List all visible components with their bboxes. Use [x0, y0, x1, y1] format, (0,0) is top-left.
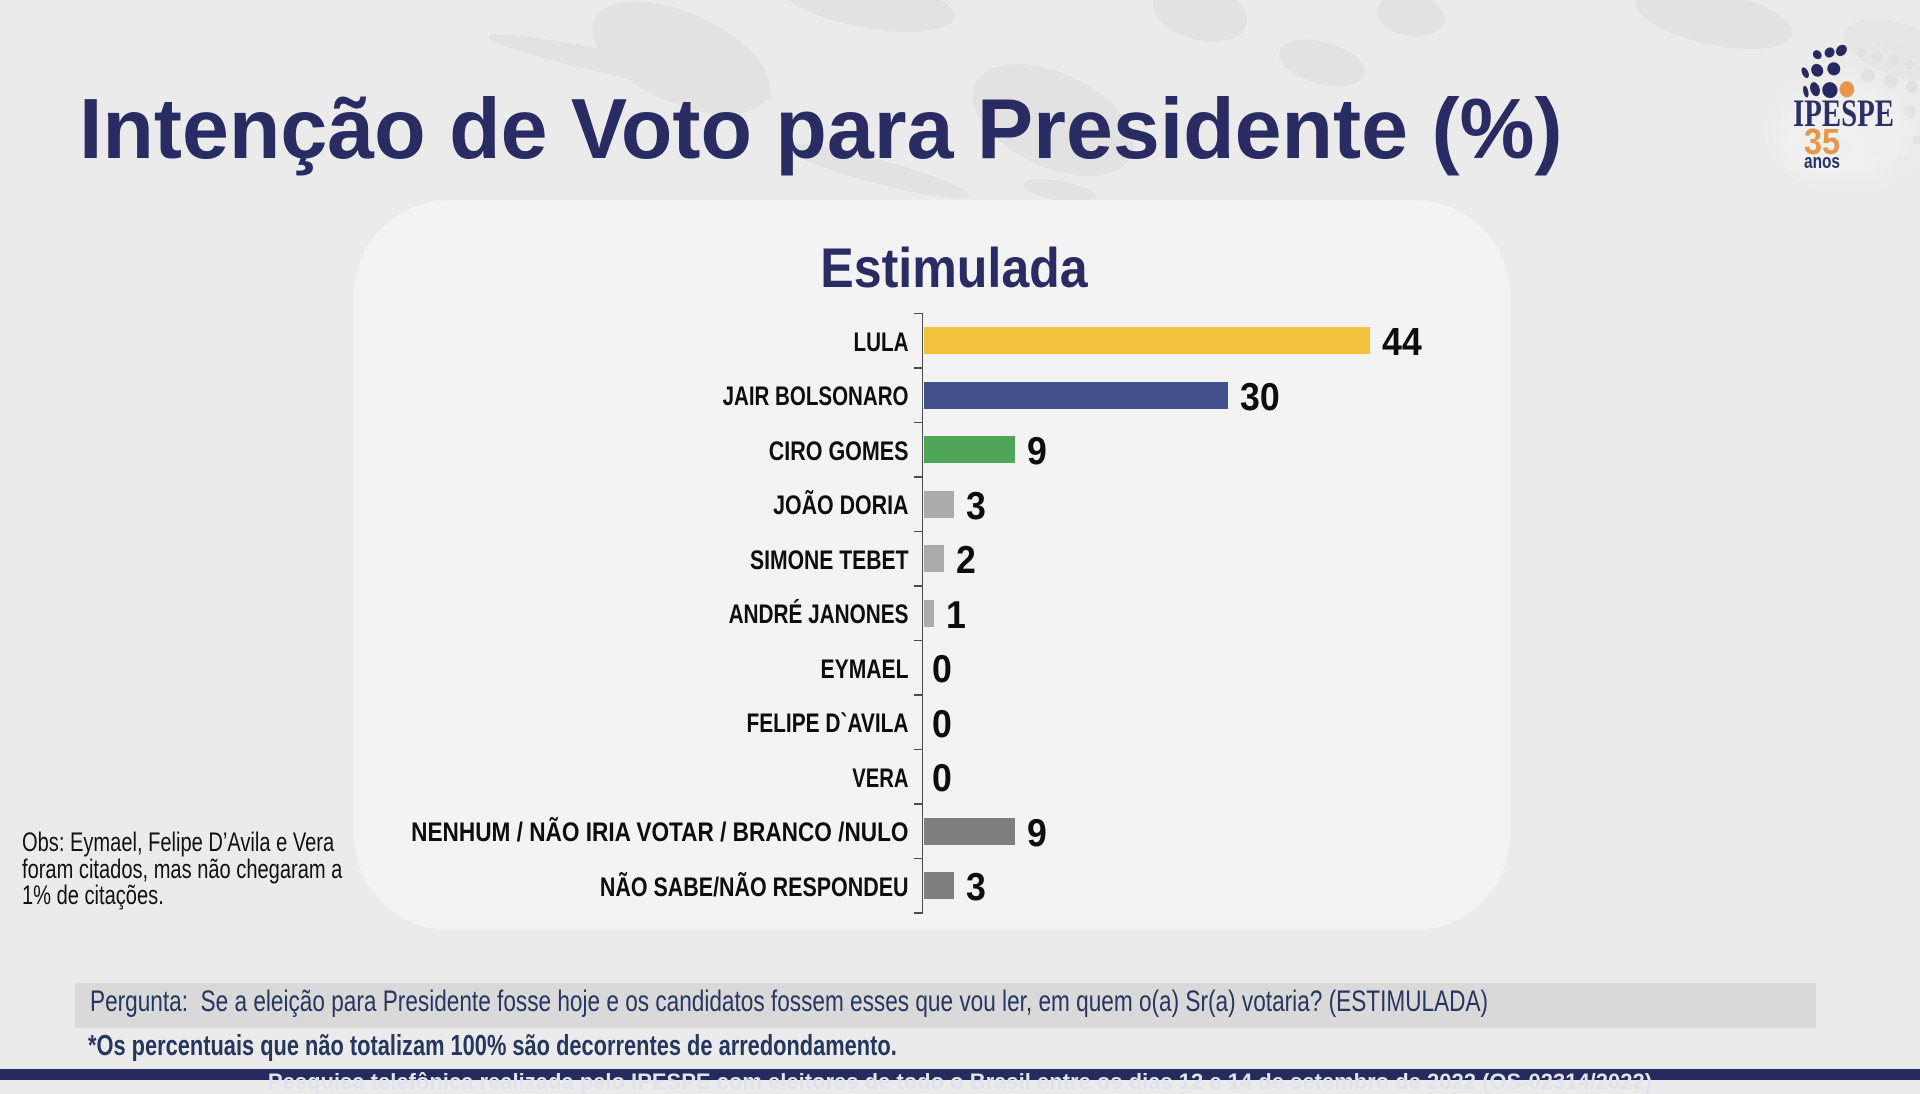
svg-text:35: 35	[1804, 121, 1840, 162]
svg-text:IPESPE: IPESPE	[1793, 92, 1894, 135]
svg-text:anos: anos	[1804, 151, 1840, 173]
